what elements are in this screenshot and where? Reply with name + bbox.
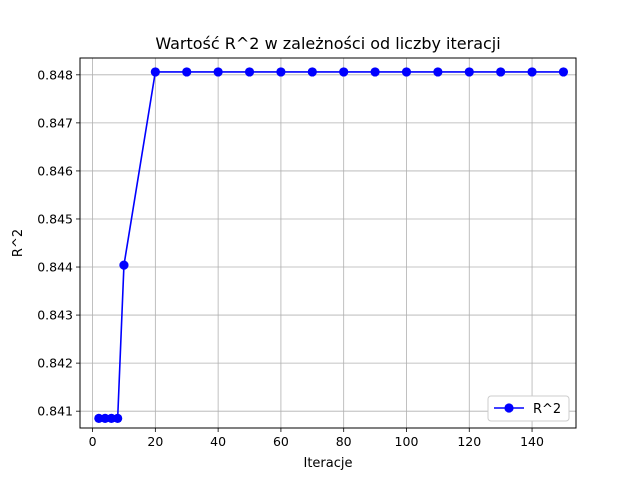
- grid: [80, 58, 576, 428]
- legend-label: R^2: [533, 402, 561, 417]
- x-tick-label: 80: [336, 434, 352, 449]
- data-point: [433, 67, 443, 77]
- data-point: [496, 67, 506, 77]
- x-tick-label: 140: [520, 434, 544, 449]
- x-axis: 0 20 40 60 80 100 120 140: [89, 428, 544, 449]
- legend-marker-icon: [504, 403, 514, 413]
- data-point: [213, 67, 223, 77]
- x-axis-label: Iteracje: [304, 456, 353, 471]
- x-tick-label: 0: [89, 434, 97, 449]
- series-layer: [94, 67, 569, 423]
- plot-frame: [79, 57, 577, 429]
- legend: R^2: [487, 395, 570, 422]
- data-point: [401, 67, 412, 77]
- data-point: [464, 67, 474, 77]
- data-point: [150, 67, 160, 77]
- y-axis-label: R^2: [11, 229, 26, 257]
- data-point: [276, 67, 286, 77]
- y-tick-label: 0.848: [37, 67, 73, 82]
- data-point: [527, 67, 537, 77]
- data-point: [370, 67, 380, 77]
- data-point: [113, 413, 123, 423]
- x-tick-label: 100: [395, 434, 419, 449]
- data-point: [182, 67, 192, 77]
- x-tick-label: 40: [210, 434, 226, 449]
- y-axis: 0.841 0.842 0.843 0.844 0.845 0.846 0.847 0.848: [37, 67, 80, 419]
- y-tick-label: 0.843: [37, 308, 73, 323]
- data-point: [244, 67, 255, 77]
- data-point: [339, 67, 349, 77]
- x-tick-label: 20: [147, 434, 163, 449]
- y-tick-label: 0.845: [37, 211, 73, 226]
- legend-box: [487, 395, 570, 422]
- chart-title: Wartość R^2 w zależności od liczby itera…: [155, 34, 500, 53]
- y-tick-label: 0.844: [37, 260, 73, 275]
- y-tick-label: 0.846: [37, 163, 73, 178]
- data-point: [119, 260, 129, 270]
- data-point: [307, 67, 317, 77]
- x-tick-label: 120: [457, 434, 481, 449]
- y-tick-label: 0.842: [37, 356, 73, 371]
- data-point: [558, 67, 569, 77]
- x-tick-label: 60: [273, 434, 289, 449]
- y-tick-label: 0.847: [37, 115, 73, 130]
- y-tick-label: 0.841: [37, 404, 73, 419]
